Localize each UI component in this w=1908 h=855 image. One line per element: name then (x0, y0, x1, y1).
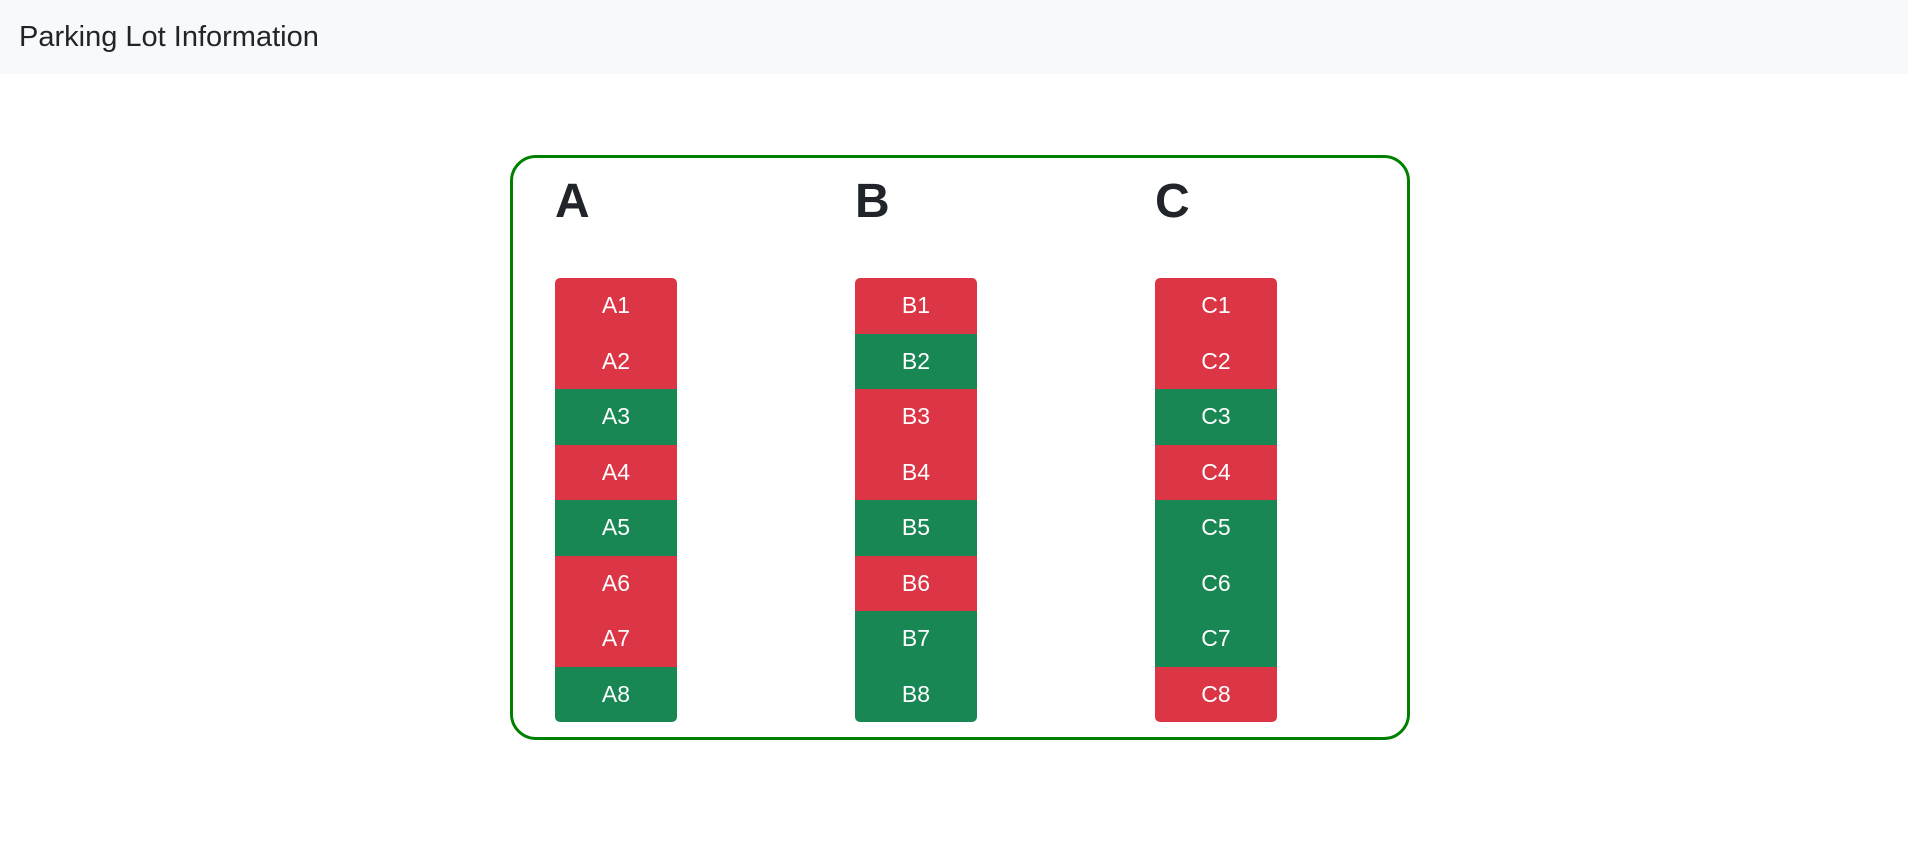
parking-slot-c4[interactable]: C4 (1155, 444, 1277, 500)
section-title: B (855, 175, 890, 228)
parking-slot-c6[interactable]: C6 (1155, 555, 1277, 611)
parking-slot-a4[interactable]: A4 (555, 444, 677, 500)
parking-slot-a3[interactable]: A3 (555, 389, 677, 445)
parking-slot-a1[interactable]: A1 (555, 278, 677, 334)
parking-slot-c7[interactable]: C7 (1155, 611, 1277, 667)
parking-slot-a6[interactable]: A6 (555, 555, 677, 611)
parking-slot-a7[interactable]: A7 (555, 611, 677, 667)
parking-slot-b1[interactable]: B1 (855, 278, 977, 334)
parking-lot: A A1 A2 A3 A4 A5 A6 A7 A8 B B1 B2 B3 B4 B5 B6 B7 B8 C … (510, 155, 1410, 740)
parking-slot-c3[interactable]: C3 (1155, 389, 1277, 445)
parking-slot-b7[interactable]: B7 (855, 611, 977, 667)
section-title: C (1155, 175, 1190, 228)
slot-list: B1 B2 B3 B4 B5 B6 B7 B8 (855, 278, 977, 722)
parking-slot-b4[interactable]: B4 (855, 444, 977, 500)
section-title: A (555, 175, 590, 228)
parking-slot-a2[interactable]: A2 (555, 333, 677, 389)
parking-slot-b8[interactable]: B8 (855, 666, 977, 722)
parking-slot-b3[interactable]: B3 (855, 389, 977, 445)
slot-list: A1 A2 A3 A4 A5 A6 A7 A8 (555, 278, 677, 722)
parking-slot-a8[interactable]: A8 (555, 666, 677, 722)
navbar: Parking Lot Information (0, 0, 1908, 74)
navbar-brand[interactable]: Parking Lot Information (19, 20, 319, 53)
parking-slot-b6[interactable]: B6 (855, 555, 977, 611)
parking-slot-c8[interactable]: C8 (1155, 666, 1277, 722)
parking-slot-c2[interactable]: C2 (1155, 333, 1277, 389)
slot-list: C1 C2 C3 C4 C5 C6 C7 C8 (1155, 278, 1277, 722)
parking-slot-a5[interactable]: A5 (555, 500, 677, 556)
parking-slot-b2[interactable]: B2 (855, 333, 977, 389)
parking-slot-c5[interactable]: C5 (1155, 500, 1277, 556)
parking-slot-c1[interactable]: C1 (1155, 278, 1277, 334)
parking-slot-b5[interactable]: B5 (855, 500, 977, 556)
